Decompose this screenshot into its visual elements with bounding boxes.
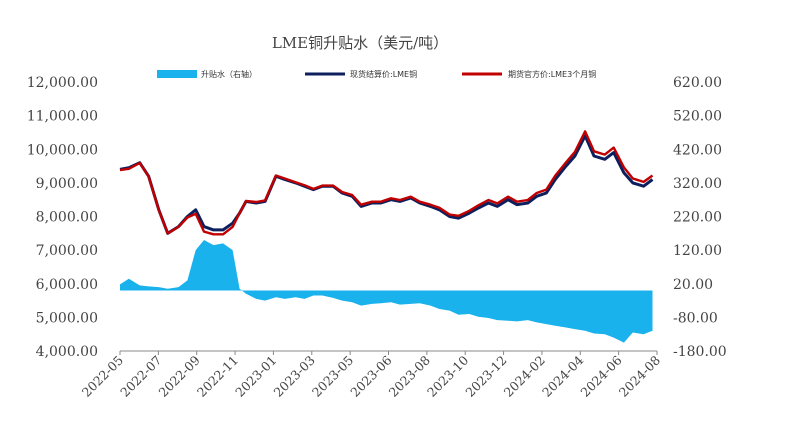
legend-label: 现货结算价:LME铜	[350, 69, 417, 79]
y-right-tick-label: 120.00	[673, 243, 722, 259]
x-tick-label: 2024-04	[539, 352, 586, 399]
y-left-tick-label: 11,000.00	[27, 109, 98, 125]
spot-price-line	[119, 134, 654, 235]
legend-swatch-basis	[157, 70, 197, 78]
y-left-tick-label: 6,000.00	[36, 277, 98, 293]
y-left-tick-label: 12,000.00	[27, 75, 98, 91]
y-right-tick-label: -80.00	[673, 310, 718, 326]
x-tick-label: 2023-06	[347, 352, 394, 399]
y-left-tick-label: 10,000.00	[27, 142, 98, 158]
legend-label: 期货官方价:LME3个月铜	[508, 69, 596, 79]
y-right-tick-label: 220.00	[673, 210, 722, 226]
y-right-tick-label: 420.00	[673, 142, 722, 158]
x-tick-label: 2022-09	[155, 352, 202, 399]
chart-title: LME铜升贴水（美元/吨）	[272, 34, 448, 52]
basis-area-series	[120, 240, 653, 343]
y-right-tick-label: 320.00	[673, 176, 722, 192]
x-tick-label: 2023-08	[386, 352, 433, 399]
y-left-tick-label: 9,000.00	[36, 176, 98, 192]
x-tick-label: 2023-05	[309, 353, 356, 400]
x-tick-label: 2023-12	[462, 353, 509, 400]
y-left-tick-label: 8,000.00	[36, 210, 98, 226]
area-layer	[120, 240, 653, 343]
x-tick-label: 2023-01	[232, 353, 279, 400]
x-tick-label: 2024-08	[616, 352, 663, 399]
line-layer	[119, 130, 654, 236]
y-right-tick-label: 520.00	[673, 109, 722, 125]
axes-layer: 4,000.00 5,000.00 6,000.00 7,000.00 8,000.00…	[27, 75, 727, 400]
x-tick-label: 2023-10	[424, 352, 471, 399]
x-tick-label: 2024-06	[577, 352, 624, 399]
futures-price-line	[119, 130, 654, 236]
y-left-tick-label: 4,000.00	[36, 344, 98, 360]
y-left-tick-label: 5,000.00	[36, 310, 98, 326]
x-tick-label: 2022-11	[194, 353, 241, 400]
y-right-tick-label: 620.00	[673, 75, 722, 91]
legend-label: 升贴水（右轴）	[201, 69, 257, 79]
x-tick-label: 2023-03	[271, 352, 318, 399]
y-right-tick-label: -180.00	[673, 344, 727, 360]
y-right-tick-label: 20.00	[673, 277, 713, 293]
legend: 升贴水（右轴） 现货结算价:LME铜 期货官方价:LME3个月铜	[157, 69, 596, 79]
x-tick-label: 2024-02	[501, 353, 548, 400]
y-left-tick-label: 7,000.00	[36, 243, 98, 259]
x-tick-label: 2022-07	[117, 352, 164, 399]
